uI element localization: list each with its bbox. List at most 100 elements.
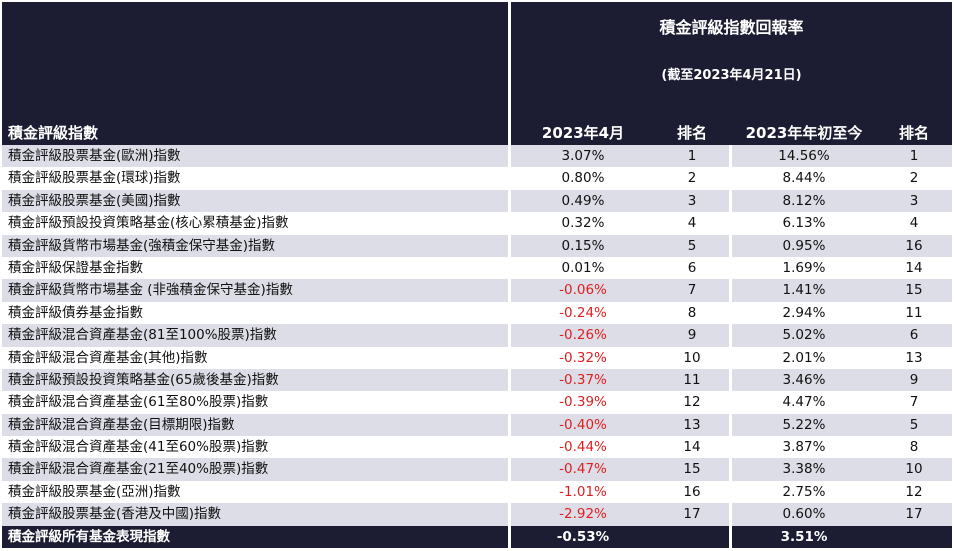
rank-ytd-cell: 9 (876, 368, 952, 392)
index-name-cell: 積金評級混合資產基金(81至100%股票)指數 (2, 324, 508, 347)
april-return-cell: 0.80% (511, 167, 655, 190)
index-name-cell: 積金評級混合資產基金(其他)指數 (2, 346, 508, 369)
footer-rank-ytd (876, 525, 952, 548)
rank-april-cell: 15 (655, 458, 729, 481)
column-header-rank-april: 排名 (676, 124, 707, 142)
april-return-cell: -0.32% (511, 346, 655, 369)
ytd-return-cell: 3.46% (732, 368, 876, 392)
april-return-cell: -0.39% (511, 391, 655, 414)
ytd-return-cell: 5.02% (732, 324, 876, 347)
index-name-cell: 積金評級股票基金(香港及中國)指數 (2, 503, 508, 526)
rank-april-cell: 6 (655, 256, 729, 280)
april-return-cell: -0.24% (511, 301, 655, 325)
april-return-cell: -0.37% (511, 368, 655, 392)
ytd-return-cell: 3.87% (732, 436, 876, 459)
table-row: 積金評級混合資產基金(81至100%股票)指數 -0.26% 9 5.02% 6 (2, 324, 952, 347)
index-name-cell: 積金評級股票基金(歐洲)指數 (2, 145, 508, 168)
index-name-cell: 積金評級債券基金指數 (2, 301, 508, 325)
rank-april-cell: 11 (655, 368, 729, 392)
table-row: 積金評級混合資產基金(21至40%股票)指數 -0.47% 15 3.38% 10 (2, 458, 952, 481)
rank-ytd-cell: 6 (876, 324, 952, 347)
april-return-cell: 0.49% (511, 189, 655, 213)
rank-april-cell: 14 (655, 436, 729, 459)
april-return-cell: -2.92% (511, 503, 655, 526)
table-row: 積金評級股票基金(亞洲)指數 -1.01% 16 2.75% 12 (2, 480, 952, 504)
rank-ytd-cell: 17 (876, 503, 952, 526)
rank-april-cell: 3 (655, 189, 729, 213)
april-return-cell: -0.06% (511, 279, 655, 302)
rank-ytd-cell: 3 (876, 189, 952, 213)
table-header: 積金評級指數回報率 (截至2023年4月21日) 積金評級指數 2023年4月 … (2, 2, 952, 145)
index-name-cell: 積金評級貨幣市場基金 (非強積金保守基金)指數 (2, 279, 508, 302)
index-name-cell: 積金評級股票基金(亞洲)指數 (2, 480, 508, 504)
ytd-return-cell: 2.75% (732, 480, 876, 504)
table-row: 積金評級混合資產基金(41至60%股票)指數 -0.44% 14 3.87% 8 (2, 436, 952, 459)
column-header-april: 2023年4月 (541, 124, 625, 142)
table-body: 積金評級股票基金(歐洲)指數 3.07% 1 14.56% 1 積金評級股票基金(環球)指… (2, 145, 952, 526)
rank-april-cell: 2 (655, 167, 729, 190)
footer-april-return: -0.53% (511, 525, 655, 548)
index-name-cell: 積金評級股票基金(環球)指數 (2, 167, 508, 190)
rank-april-cell: 7 (655, 279, 729, 302)
ytd-return-cell: 6.13% (732, 212, 876, 235)
rank-ytd-cell: 15 (876, 279, 952, 302)
rank-ytd-cell: 1 (876, 145, 952, 168)
index-name-cell: 積金評級貨幣市場基金(強積金保守基金)指數 (2, 234, 508, 257)
table-row: 積金評級混合資產基金(目標期限)指數 -0.40% 13 5.22% 5 (2, 413, 952, 437)
table-row: 積金評級保證基金指數 0.01% 6 1.69% 14 (2, 256, 952, 280)
april-return-cell: -0.40% (511, 413, 655, 437)
table-row: 積金評級預設投資策略基金(65歲後基金)指數 -0.37% 11 3.46% 9 (2, 368, 952, 392)
april-return-cell: 0.15% (511, 234, 655, 257)
index-name-cell: 積金評級預設投資策略基金(65歲後基金)指數 (2, 368, 508, 392)
table-footer-row: 積金評級所有基金表現指數 -0.53% 3.51% (2, 525, 952, 548)
column-header-ytd: 2023年年初至今 (745, 124, 863, 142)
footer-index-name: 積金評級所有基金表現指數 (2, 525, 508, 548)
ytd-return-cell: 1.69% (732, 256, 876, 280)
april-return-cell: 0.01% (511, 256, 655, 280)
ytd-return-cell: 8.44% (732, 167, 876, 190)
index-name-cell: 積金評級混合資產基金(61至80%股票)指數 (2, 391, 508, 414)
rank-april-cell: 16 (655, 480, 729, 504)
ytd-return-cell: 2.94% (732, 301, 876, 325)
ytd-return-cell: 0.60% (732, 503, 876, 526)
ytd-return-cell: 4.47% (732, 391, 876, 414)
index-name-cell: 積金評級混合資產基金(21至40%股票)指數 (2, 458, 508, 481)
rank-april-cell: 9 (655, 324, 729, 347)
rank-ytd-cell: 4 (876, 212, 952, 235)
table-row: 積金評級股票基金(美國)指數 0.49% 3 8.12% 3 (2, 189, 952, 213)
table-row: 積金評級混合資產基金(61至80%股票)指數 -0.39% 12 4.47% 7 (2, 391, 952, 414)
column-header-rank-ytd: 排名 (898, 124, 929, 142)
april-return-cell: -0.47% (511, 458, 655, 481)
header-divider (508, 2, 511, 145)
april-return-cell: 0.32% (511, 212, 655, 235)
rank-april-cell: 4 (655, 212, 729, 235)
rank-april-cell: 10 (655, 346, 729, 369)
rank-ytd-cell: 11 (876, 301, 952, 325)
april-return-cell: -1.01% (511, 480, 655, 504)
table-row: 積金評級貨幣市場基金 (非強積金保守基金)指數 -0.06% 7 1.41% 15 (2, 279, 952, 302)
index-name-cell: 積金評級混合資產基金(41至60%股票)指數 (2, 436, 508, 459)
rank-april-cell: 17 (655, 503, 729, 526)
april-return-cell: 3.07% (511, 145, 655, 168)
column-header-index-name: 積金評級指數 (8, 124, 99, 142)
rank-april-cell: 1 (655, 145, 729, 168)
april-return-cell: -0.44% (511, 436, 655, 459)
table-row: 積金評級預設投資策略基金(核心累積基金)指數 0.32% 4 6.13% 4 (2, 212, 952, 235)
index-name-cell: 積金評級預設投資策略基金(核心累積基金)指數 (2, 212, 508, 235)
rank-ytd-cell: 2 (876, 167, 952, 190)
table-subtitle: (截至2023年4月21日) (661, 68, 802, 83)
ytd-return-cell: 8.12% (732, 189, 876, 213)
table-row: 積金評級股票基金(香港及中國)指數 -2.92% 17 0.60% 17 (2, 503, 952, 526)
table-row: 積金評級股票基金(歐洲)指數 3.07% 1 14.56% 1 (2, 145, 952, 168)
footer-ytd-return: 3.51% (732, 525, 876, 548)
april-return-cell: -0.26% (511, 324, 655, 347)
rank-ytd-cell: 16 (876, 234, 952, 257)
rank-april-cell: 13 (655, 413, 729, 437)
rank-ytd-cell: 12 (876, 480, 952, 504)
footer-rank-april (655, 525, 729, 548)
table-row: 積金評級股票基金(環球)指數 0.80% 2 8.44% 2 (2, 167, 952, 190)
ytd-return-cell: 5.22% (732, 413, 876, 437)
index-name-cell: 積金評級保證基金指數 (2, 256, 508, 280)
index-name-cell: 積金評級混合資產基金(目標期限)指數 (2, 413, 508, 437)
